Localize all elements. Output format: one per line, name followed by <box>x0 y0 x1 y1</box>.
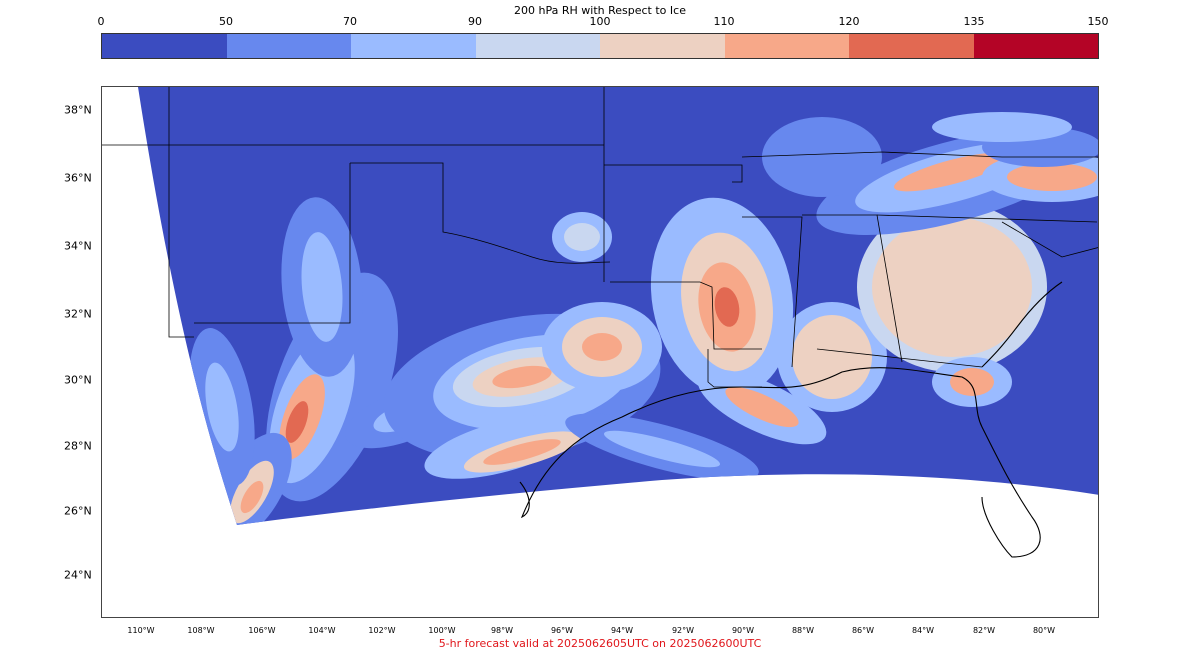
rh-contour-region <box>792 315 872 399</box>
lon-label-88: 88°W <box>791 626 815 635</box>
rh-contour-region <box>582 333 622 361</box>
colorbar-tick-6: 120 <box>838 15 860 28</box>
forecast-valid-time: 5-hr forecast valid at 2025062605UTC on … <box>438 637 762 650</box>
colorbar-tick-4: 100 <box>589 15 611 28</box>
lat-label-30: 30°N <box>64 373 92 387</box>
colorbar-segment-1 <box>226 34 351 58</box>
rh-contour-region <box>301 232 343 342</box>
lon-label-82: 82°W <box>972 626 996 635</box>
lon-label-102: 102°W <box>368 626 396 635</box>
rh-contour-region <box>205 362 239 452</box>
colorbar-segment-7 <box>973 34 1098 58</box>
lat-label-34: 34°N <box>64 239 92 253</box>
lon-label-108: 108°W <box>187 626 215 635</box>
rh-contour-region <box>714 287 740 327</box>
rh-contour-region <box>950 368 994 396</box>
colorbar-tick-7: 135 <box>963 15 985 28</box>
map-canvas <box>102 87 1098 558</box>
lon-label-96: 96°W <box>550 626 574 635</box>
lat-label-28: 28°N <box>64 439 92 453</box>
lon-label-90: 90°W <box>731 626 755 635</box>
lon-label-110: 110°W <box>127 626 155 635</box>
lat-label-26: 26°N <box>64 504 92 518</box>
colorbar-tick-5: 110 <box>713 15 735 28</box>
lon-label-92: 92°W <box>671 626 695 635</box>
lat-label-32: 32°N <box>64 307 92 321</box>
rh-contour-region <box>932 112 1072 142</box>
colorbar-segment-3 <box>475 34 600 58</box>
lon-label-104: 104°W <box>308 626 336 635</box>
plot-title: 200 hPa RH with Respect to Ice <box>514 4 686 17</box>
lon-label-84: 84°W <box>911 626 935 635</box>
lat-label-24: 24°N <box>64 568 92 582</box>
colorbar-segment-0 <box>102 34 227 58</box>
coastline <box>519 281 1063 558</box>
colorbar-tick-labels: 0 50 70 90 100 110 120 135 150 <box>0 15 1200 29</box>
lon-label-106: 106°W <box>248 626 276 635</box>
rh-contour-region <box>285 401 309 443</box>
colorbar-tick-2: 70 <box>343 15 357 28</box>
lon-label-80: 80°W <box>1032 626 1056 635</box>
lon-label-94: 94°W <box>610 626 634 635</box>
map-panel <box>101 86 1099 618</box>
rh-contour-region <box>240 480 264 514</box>
colorbar-tick-1: 50 <box>219 15 233 28</box>
rh-contour-region <box>872 217 1032 357</box>
colorbar-tick-0: 0 <box>97 15 105 28</box>
lat-label-36: 36°N <box>64 171 92 185</box>
rh-contour-region <box>1007 163 1097 191</box>
rh-contour-region <box>762 117 882 197</box>
lon-label-100: 100°W <box>428 626 456 635</box>
lon-label-86: 86°W <box>851 626 875 635</box>
lon-label-98: 98°W <box>490 626 514 635</box>
rh-contour-region <box>483 439 561 465</box>
colorbar-tick-8: 150 <box>1087 15 1109 28</box>
state-borders <box>102 87 1098 388</box>
lat-label-38: 38°N <box>64 103 92 117</box>
colorbar-segment-6 <box>849 34 974 58</box>
rh-contour-field <box>189 112 1098 525</box>
rh-contour-region <box>564 223 600 251</box>
rh-contour-region <box>725 386 799 428</box>
colorbar-tick-3: 90 <box>468 15 482 28</box>
rh-contour-region <box>603 430 721 468</box>
rh-contour-region <box>893 152 1011 192</box>
colorbar-segment-5 <box>724 34 849 58</box>
colorbar <box>101 33 1099 59</box>
colorbar-segment-2 <box>351 34 476 58</box>
colorbar-segment-4 <box>600 34 725 58</box>
rh-contour-region <box>492 365 552 389</box>
